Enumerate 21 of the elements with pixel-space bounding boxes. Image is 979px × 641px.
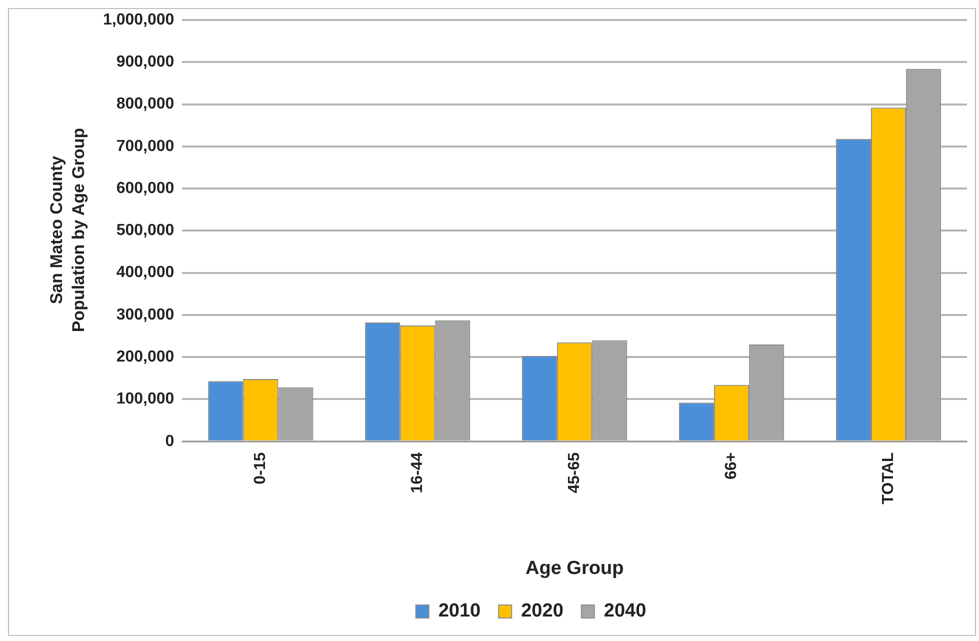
y-tick-label: 1,000,000 [102,11,174,28]
y-tick-label: 500,000 [116,222,174,240]
y-tick-label: 200,000 [116,348,174,366]
y-tick-label: 900,000 [116,54,174,71]
y-tick-label: 700,000 [116,138,174,155]
y-axis-title: San Mateo County Population by Age Group [46,126,89,334]
legend-label: 2020 [521,600,564,622]
x-axis-title: Age Group [526,558,624,579]
x-tick-label: 16-44 [409,452,426,494]
y-tick-label: 800,000 [116,96,174,113]
legend-label: 2010 [438,600,481,622]
x-tick-label: 0-15 [252,452,270,484]
y-tick-label: 0 [165,432,174,450]
x-tick-label: 66+ [722,452,740,480]
y-tick-label: 300,000 [116,306,174,324]
legend-label: 2040 [604,600,646,622]
y-tick-label: 400,000 [116,264,174,282]
y-tick-label: 600,000 [116,180,174,197]
x-tick-label: TOTAL [880,452,897,504]
x-tick-label: 45-65 [566,452,583,494]
y-tick-label: 100,000 [116,390,174,408]
